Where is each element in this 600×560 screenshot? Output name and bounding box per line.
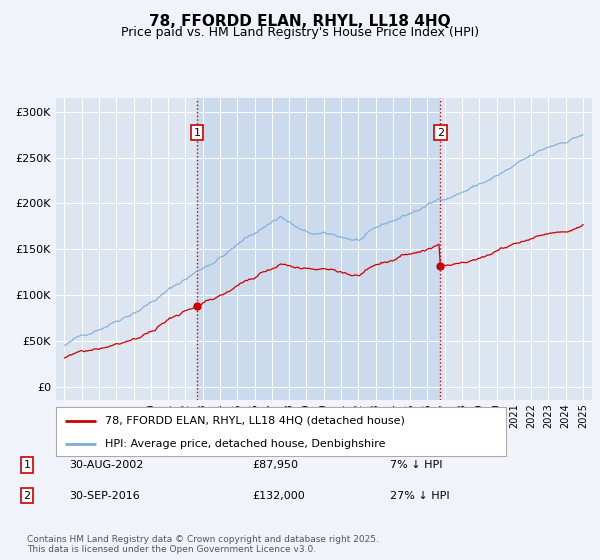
Text: 1: 1 (194, 128, 200, 138)
Text: 2: 2 (437, 128, 444, 138)
Text: Price paid vs. HM Land Registry's House Price Index (HPI): Price paid vs. HM Land Registry's House … (121, 26, 479, 39)
Bar (197, 98, 440, 400)
Text: 78, FFORDD ELAN, RHYL, LL18 4HQ (detached house): 78, FFORDD ELAN, RHYL, LL18 4HQ (detache… (106, 416, 405, 426)
Text: 27% ↓ HPI: 27% ↓ HPI (390, 491, 449, 501)
Text: HPI: Average price, detached house, Denbighshire: HPI: Average price, detached house, Denb… (106, 439, 386, 449)
Text: 1: 1 (23, 460, 31, 470)
Text: £132,000: £132,000 (252, 491, 305, 501)
Text: 30-AUG-2002: 30-AUG-2002 (69, 460, 143, 470)
Text: £87,950: £87,950 (252, 460, 298, 470)
Text: 78, FFORDD ELAN, RHYL, LL18 4HQ: 78, FFORDD ELAN, RHYL, LL18 4HQ (149, 14, 451, 29)
Text: 30-SEP-2016: 30-SEP-2016 (69, 491, 140, 501)
Text: Contains HM Land Registry data © Crown copyright and database right 2025.
This d: Contains HM Land Registry data © Crown c… (27, 535, 379, 554)
Text: 7% ↓ HPI: 7% ↓ HPI (390, 460, 443, 470)
Text: 2: 2 (23, 491, 31, 501)
